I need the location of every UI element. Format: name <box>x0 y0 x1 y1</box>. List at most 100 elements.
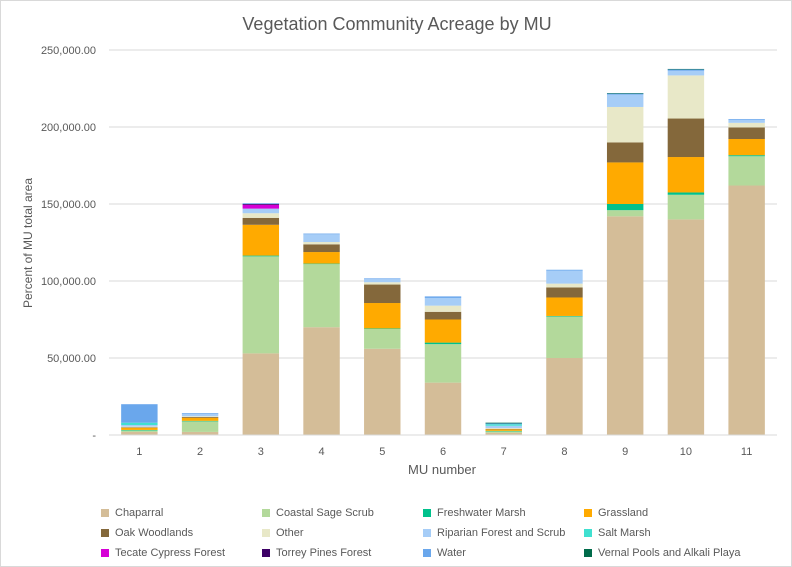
bar-segment <box>606 94 644 107</box>
bar-segment <box>485 429 522 431</box>
gridlines <box>109 49 777 359</box>
bar-segment <box>424 344 462 383</box>
bar-segment <box>303 234 340 243</box>
bar-segment <box>364 328 401 349</box>
bar-segment <box>606 142 644 163</box>
bar-segment <box>546 287 583 298</box>
y-tick-label: 50,000.00 <box>47 353 96 365</box>
bar-segment <box>121 429 158 431</box>
bar-segment <box>667 192 705 195</box>
bar-segment <box>667 194 705 220</box>
bar-segment <box>606 210 644 217</box>
bar-segment <box>546 315 583 317</box>
y-axis-title: Percent of MU total area <box>21 178 35 308</box>
bar-segment <box>485 428 522 429</box>
bar-segment <box>242 224 280 256</box>
bar-segment <box>242 204 280 205</box>
legend-swatch <box>262 549 270 557</box>
bar-segment <box>728 122 765 128</box>
bar-segment <box>181 416 219 418</box>
bar-segment <box>181 416 219 417</box>
bar-segment <box>424 382 462 435</box>
legend-swatch <box>584 549 592 557</box>
y-tick-label: 200,000.00 <box>41 122 96 134</box>
bar-segment <box>424 342 462 345</box>
bar-segment <box>181 420 219 422</box>
bar-segment <box>485 423 522 425</box>
legend-item: Oak Woodlands <box>101 526 262 540</box>
legend-label: Vernal Pools and Alkali Playa <box>598 547 741 559</box>
x-tick-label: 2 <box>197 446 203 458</box>
bar-segment <box>303 242 340 245</box>
legend-swatch <box>101 509 109 517</box>
legend-item: Water <box>423 546 584 560</box>
bar-segment <box>303 327 340 435</box>
legend-label: Coastal Sage Scrub <box>276 507 374 519</box>
bar-segment <box>546 283 583 288</box>
legend-item: Chaparral <box>101 506 262 520</box>
bar-segment <box>364 279 401 283</box>
bar-segment <box>181 413 219 414</box>
bar-segment <box>485 424 522 426</box>
bar-segment <box>303 264 340 328</box>
bar-segment <box>424 311 462 320</box>
bar-segment <box>121 424 158 427</box>
bar-segment <box>485 431 522 433</box>
legend-item: Other <box>262 526 423 540</box>
bar-segment <box>303 263 340 265</box>
legend-swatch <box>584 529 592 537</box>
bar-segment <box>667 70 705 76</box>
bar-segment <box>121 426 158 428</box>
legend-item: Riparian Forest and Scrub <box>423 526 584 540</box>
legend-item: Vernal Pools and Alkali Playa <box>584 546 745 560</box>
bar-segment <box>728 127 765 140</box>
bar-segment <box>546 270 583 284</box>
x-tick-label: 11 <box>741 446 752 458</box>
legend-label: Tecate Cypress Forest <box>115 547 226 559</box>
bar-segment <box>546 297 583 316</box>
x-tick-label: 5 <box>379 446 385 458</box>
chart-title: Vegetation Community Acreage by MU <box>242 14 551 34</box>
x-tick-label: 8 <box>561 446 567 458</box>
bar-segment <box>606 162 644 204</box>
legend-label: Chaparral <box>115 507 164 519</box>
bar-segment <box>485 422 522 424</box>
bar-segment <box>485 428 522 430</box>
legend-item: Tecate Cypress Forest <box>101 546 262 560</box>
bar-segment <box>424 319 462 343</box>
chart-area: Vegetation Community Acreage by MU - 50,0… <box>21 14 777 477</box>
legend-item: Freshwater Marsh <box>423 506 584 520</box>
y-tick-label: 100,000.00 <box>41 276 96 288</box>
legend-swatch <box>423 529 431 537</box>
bar-segment <box>667 69 705 71</box>
bars <box>121 68 765 435</box>
bar-segment <box>242 217 280 225</box>
legend-label: Oak Woodlands <box>115 527 194 539</box>
bar-segment <box>242 208 280 214</box>
bar-segment <box>242 255 280 257</box>
y-axis-tick-labels: - 50,000.00 100,000.00 150,000.00 200,000.00… <box>41 45 96 442</box>
bar-segment <box>181 421 219 432</box>
bar-segment <box>121 431 158 435</box>
x-tick-label: 3 <box>258 446 264 458</box>
bar-segment <box>728 155 765 157</box>
legend-item: Grassland <box>584 506 745 520</box>
bar-segment <box>424 296 462 298</box>
bar-segment <box>667 219 705 435</box>
bar-segment <box>667 75 705 119</box>
bar-segment <box>424 297 462 306</box>
legend-swatch <box>101 529 109 537</box>
legend-swatch <box>262 509 270 517</box>
legend-swatch <box>423 549 431 557</box>
bar-segment <box>242 256 280 354</box>
bar-segment <box>181 417 219 421</box>
bar-segment <box>424 305 462 312</box>
legend-label: Riparian Forest and Scrub <box>437 527 566 539</box>
bar-segment <box>728 119 765 123</box>
bar-segment <box>121 422 158 425</box>
bar-segment <box>606 93 644 95</box>
bar-segment <box>242 213 280 218</box>
x-axis-tick-labels: 1 2 3 4 5 6 7 8 9 10 11 <box>136 446 752 458</box>
legend-swatch <box>423 509 431 517</box>
x-tick-label: 1 <box>136 446 142 458</box>
